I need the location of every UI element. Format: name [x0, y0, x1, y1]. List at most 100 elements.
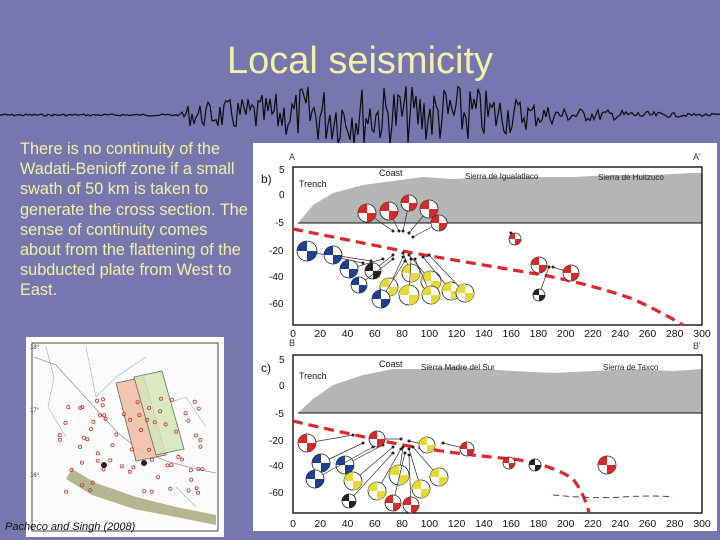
epicenter-dot [78, 405, 83, 410]
epicenter-dot [188, 468, 193, 473]
hypocenter-dot [399, 447, 403, 451]
hypocenter-dot [407, 231, 411, 235]
focal-mechanism-quadrant [321, 463, 330, 472]
focal-mechanism-quadrant [344, 472, 353, 481]
focal-mechanism-quadrant [333, 255, 342, 264]
hypocenter-dot [391, 229, 395, 233]
section-c-ytick-m60: -60 [269, 488, 284, 499]
section-c-topography [298, 367, 702, 413]
map-lat-label-bottom: 16° [30, 473, 40, 479]
focal-mechanism-quadrant [358, 204, 367, 213]
section-c-sierra1-label: Sierra Madre del Sur [421, 363, 495, 372]
epicenter-dot [174, 429, 179, 434]
hypocenter-dot [391, 445, 395, 449]
epicenter-dot [179, 457, 184, 462]
section-b-endpoint-left: A [289, 152, 295, 162]
body-text: There is no continuity of the Wadati-Ben… [20, 140, 248, 300]
epicenter-dot [78, 444, 83, 449]
focal-mechanism-quadrant [456, 284, 465, 293]
hypocenter-dot [399, 437, 403, 441]
seismogram-trace [0, 85, 720, 145]
epicenter-dot [82, 435, 87, 440]
epicenter-dot [95, 451, 100, 456]
epicenter-dot [192, 399, 197, 404]
swath-b [133, 370, 185, 456]
section-b-topography [298, 173, 702, 223]
focal-mechanism-quadrant [509, 463, 515, 469]
section_b-xtick-label: 180 [530, 328, 548, 340]
hypocenter-dot [411, 235, 415, 239]
focal-mechanism-quadrant [306, 470, 315, 479]
focal-mechanism-quadrant [389, 465, 399, 475]
hypocenter-dot [401, 251, 405, 255]
focal-mechanism-quadrant [345, 465, 354, 474]
section-b-sierra2-label: Sierra de Huitzuco [598, 173, 664, 182]
hypocenter-dot [391, 253, 395, 257]
hypocenter-dot [407, 447, 411, 451]
epicenter-dot [129, 447, 134, 452]
focal-mechanism-quadrant [359, 285, 367, 293]
section-b-trench-label: Trench [299, 179, 327, 189]
focal-mechanism-quadrant [460, 442, 467, 449]
section-c-trench-label: Trench [299, 371, 327, 381]
section-b-sierra1-label: Sierra de Igualatlaco [465, 172, 539, 181]
epicenter-dot [128, 417, 133, 422]
hypocenter-dot [421, 255, 425, 259]
epicenter-dot [131, 465, 136, 470]
section-b-panel-label: b) [261, 172, 272, 186]
section_b-xtick-label: 80 [396, 328, 408, 340]
focal-mechanism-quadrant [431, 215, 439, 223]
section_c-xtick-label: 80 [396, 518, 408, 530]
hypocenter-dot [427, 253, 431, 257]
focal-mechanism-quadrant [539, 295, 545, 301]
section-c: B B' c) Coast Trench Sierra Madre del Su… [261, 338, 711, 530]
epicenter-dot [127, 469, 132, 474]
hypocenter-dot [411, 445, 415, 449]
hypocenter-dot [361, 441, 365, 445]
focal-mechanism-quadrant [533, 289, 539, 295]
hypocenter-dot [361, 261, 365, 265]
focal-mechanism-quadrant [503, 457, 509, 463]
focal-mechanism-quadrant [419, 437, 427, 445]
section-b-ytick-m5: -5 [275, 218, 284, 229]
focal-mechanism-quadrant [442, 282, 451, 291]
section_b-xtick-label: 220 [584, 328, 602, 340]
focal-mechanism-quadrant [368, 482, 377, 491]
epicenter-dot [90, 480, 95, 485]
section-c-coast-label: Coast [379, 359, 403, 369]
section_c-xtick-label: 120 [448, 518, 466, 530]
epicenter-dots [57, 396, 205, 495]
focal-mechanism-quadrant [324, 246, 333, 255]
epicenter-dot [152, 420, 157, 425]
map-figure: 18° 17° 16° [30, 342, 219, 532]
section_c-xtick-label: 60 [369, 518, 381, 530]
section_c-xtick-label: 20 [314, 518, 326, 530]
cross-sections-svg: A A' b) Coast Trench Sierra de Igualatla… [261, 152, 711, 530]
epicenter-dot [158, 396, 163, 401]
hypocenter-dot [409, 257, 413, 261]
section_c-xtick-label: 160 [502, 518, 520, 530]
epicenter-dot [66, 405, 71, 410]
section_b-xtick-label: 40 [342, 328, 354, 340]
section_b-xtick-label: 60 [369, 328, 381, 340]
focal-mechanism-quadrant [467, 449, 474, 456]
focal-mechanism-quadrant [399, 475, 409, 485]
focal-mechanism-quadrant [389, 287, 398, 296]
focal-mechanism-quadrant [422, 286, 431, 295]
epicenter-dot [186, 488, 191, 493]
section-b-coast-label: Coast [379, 168, 403, 178]
section-c-endpoint-left: B [289, 338, 295, 348]
epicenter-dot [149, 457, 154, 462]
section-c-panel-label: c) [261, 361, 271, 375]
focal-mechanism-quadrant [297, 241, 307, 251]
map-station-marker [101, 462, 107, 468]
focal-mechanism-quadrant [411, 505, 419, 513]
epicenter-dot [165, 463, 170, 468]
section-c-yaxis: 5 0 -5 -20 -40 -60 [269, 355, 285, 499]
section_c-xtick-label: 100 [421, 518, 439, 530]
epicenter-dot [89, 427, 94, 432]
section-b-focal-mechanisms [296, 194, 580, 309]
focal-mechanism-quadrant [529, 459, 535, 465]
section-c-ytick-m5: -5 [275, 409, 284, 420]
hypocenter-dot [391, 257, 395, 261]
